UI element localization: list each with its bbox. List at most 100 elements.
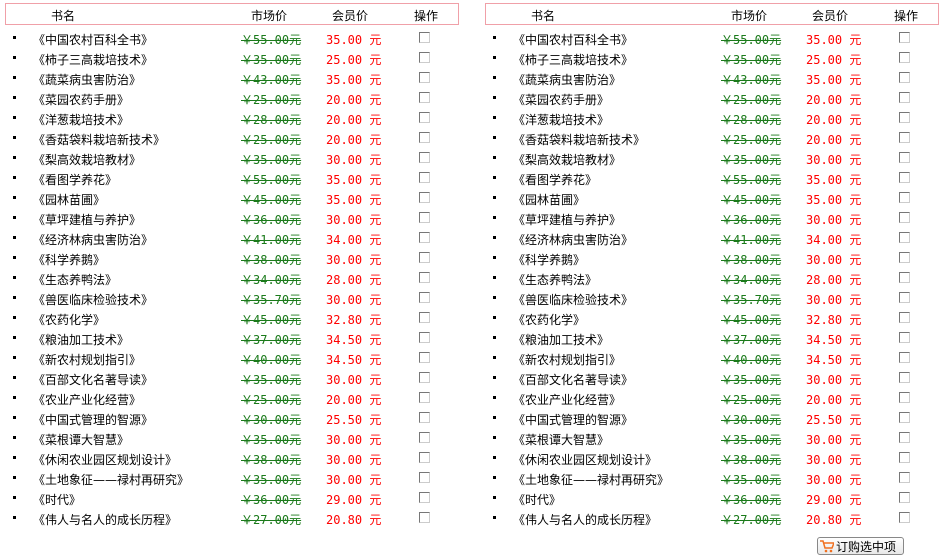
select-checkbox[interactable] [419, 232, 430, 243]
select-checkbox[interactable] [419, 392, 430, 403]
select-checkbox[interactable] [899, 52, 910, 63]
select-checkbox[interactable] [419, 172, 430, 183]
book-title[interactable]: 《粮油加工技术》 [513, 333, 610, 347]
book-title[interactable]: 《园林苗圃》 [513, 193, 586, 207]
book-title[interactable]: 《农业产业化经营》 [33, 393, 142, 407]
book-title[interactable]: 《草坪建植与养护》 [33, 213, 142, 227]
select-checkbox[interactable] [899, 32, 910, 43]
select-checkbox[interactable] [419, 512, 430, 523]
book-title[interactable]: 《新农村规划指引》 [513, 353, 622, 367]
select-checkbox[interactable] [419, 192, 430, 203]
book-title[interactable]: 《伟人与名人的成长历程》 [513, 513, 658, 527]
select-checkbox[interactable] [419, 152, 430, 163]
book-title[interactable]: 《百部文化名著导读》 [33, 373, 154, 387]
book-title[interactable]: 《农业产业化经营》 [513, 393, 622, 407]
select-checkbox[interactable] [899, 172, 910, 183]
select-checkbox[interactable] [899, 152, 910, 163]
book-title[interactable]: 《新农村规划指引》 [33, 353, 142, 367]
book-title[interactable]: 《农药化学》 [513, 313, 586, 327]
select-checkbox[interactable] [899, 332, 910, 343]
book-title[interactable]: 《兽医临床检验技术》 [513, 293, 634, 307]
book-title[interactable]: 《菜根谭大智慧》 [33, 433, 130, 447]
book-title[interactable]: 《梨高效栽培教材》 [33, 153, 142, 167]
select-checkbox[interactable] [419, 452, 430, 463]
book-title[interactable]: 《农药化学》 [33, 313, 106, 327]
book-title[interactable]: 《中国农村百科全书》 [513, 33, 634, 47]
select-checkbox[interactable] [419, 372, 430, 383]
select-checkbox[interactable] [419, 252, 430, 263]
book-title[interactable]: 《科学养鹅》 [33, 253, 106, 267]
book-title[interactable]: 《柿子三高栽培技术》 [513, 53, 634, 67]
select-checkbox[interactable] [899, 352, 910, 363]
book-title[interactable]: 《休闲农业园区规划设计》 [513, 453, 658, 467]
book-title[interactable]: 《洋葱栽培技术》 [513, 113, 610, 127]
book-title[interactable]: 《草坪建植与养护》 [513, 213, 622, 227]
select-checkbox[interactable] [899, 132, 910, 143]
select-checkbox[interactable] [899, 392, 910, 403]
book-title[interactable]: 《园林苗圃》 [33, 193, 106, 207]
book-title[interactable]: 《梨高效栽培教材》 [513, 153, 622, 167]
book-title[interactable]: 《土地象征——禄村再研究》 [33, 473, 190, 487]
book-title[interactable]: 《百部文化名著导读》 [513, 373, 634, 387]
select-checkbox[interactable] [419, 292, 430, 303]
select-checkbox[interactable] [419, 472, 430, 483]
select-checkbox[interactable] [419, 412, 430, 423]
select-checkbox[interactable] [899, 432, 910, 443]
select-checkbox[interactable] [899, 472, 910, 483]
select-checkbox[interactable] [419, 52, 430, 63]
book-title[interactable]: 《看图学养花》 [513, 173, 598, 187]
book-title[interactable]: 《粮油加工技术》 [33, 333, 130, 347]
book-title[interactable]: 《中国农村百科全书》 [33, 33, 154, 47]
select-checkbox[interactable] [899, 72, 910, 83]
book-title[interactable]: 《休闲农业园区规划设计》 [33, 453, 178, 467]
book-title[interactable]: 《香菇袋料栽培新技术》 [513, 133, 646, 147]
select-checkbox[interactable] [899, 112, 910, 123]
select-checkbox[interactable] [419, 212, 430, 223]
select-checkbox[interactable] [419, 32, 430, 43]
select-checkbox[interactable] [899, 252, 910, 263]
book-title[interactable]: 《菜园农药手册》 [513, 93, 610, 107]
book-title[interactable]: 《兽医临床检验技术》 [33, 293, 154, 307]
select-checkbox[interactable] [419, 332, 430, 343]
select-checkbox[interactable] [419, 272, 430, 283]
book-title[interactable]: 《菜园农药手册》 [33, 93, 130, 107]
select-checkbox[interactable] [899, 192, 910, 203]
select-checkbox[interactable] [899, 232, 910, 243]
book-title[interactable]: 《时代》 [33, 493, 82, 507]
select-checkbox[interactable] [899, 272, 910, 283]
select-checkbox[interactable] [419, 492, 430, 503]
book-title[interactable]: 《经济林病虫害防治》 [513, 233, 634, 247]
select-checkbox[interactable] [899, 212, 910, 223]
select-checkbox[interactable] [419, 352, 430, 363]
select-checkbox[interactable] [899, 312, 910, 323]
select-checkbox[interactable] [899, 412, 910, 423]
select-checkbox[interactable] [419, 132, 430, 143]
book-title[interactable]: 《时代》 [513, 493, 562, 507]
select-checkbox[interactable] [899, 452, 910, 463]
book-title[interactable]: 《伟人与名人的成长历程》 [33, 513, 178, 527]
book-title[interactable]: 《经济林病虫害防治》 [33, 233, 154, 247]
book-title[interactable]: 《土地象征——禄村再研究》 [513, 473, 670, 487]
select-checkbox[interactable] [419, 72, 430, 83]
book-title[interactable]: 《香菇袋料栽培新技术》 [33, 133, 166, 147]
select-checkbox[interactable] [419, 432, 430, 443]
select-checkbox[interactable] [899, 512, 910, 523]
select-checkbox[interactable] [899, 372, 910, 383]
book-title[interactable]: 《科学养鹅》 [513, 253, 586, 267]
select-checkbox[interactable] [899, 92, 910, 103]
select-checkbox[interactable] [899, 292, 910, 303]
select-checkbox[interactable] [419, 112, 430, 123]
book-title[interactable]: 《洋葱栽培技术》 [33, 113, 130, 127]
book-title[interactable]: 《柿子三高栽培技术》 [33, 53, 154, 67]
select-checkbox[interactable] [419, 92, 430, 103]
book-title[interactable]: 《蔬菜病虫害防治》 [513, 73, 622, 87]
book-title[interactable]: 《中国式管理的智源》 [33, 413, 154, 427]
book-title[interactable]: 《生态养鸭法》 [513, 273, 598, 287]
book-title[interactable]: 《看图学养花》 [33, 173, 118, 187]
order-selected-button[interactable]: 订购选中项 [817, 537, 904, 555]
book-title[interactable]: 《蔬菜病虫害防治》 [33, 73, 142, 87]
book-title[interactable]: 《中国式管理的智源》 [513, 413, 634, 427]
select-checkbox[interactable] [419, 312, 430, 323]
select-checkbox[interactable] [899, 492, 910, 503]
book-title[interactable]: 《生态养鸭法》 [33, 273, 118, 287]
